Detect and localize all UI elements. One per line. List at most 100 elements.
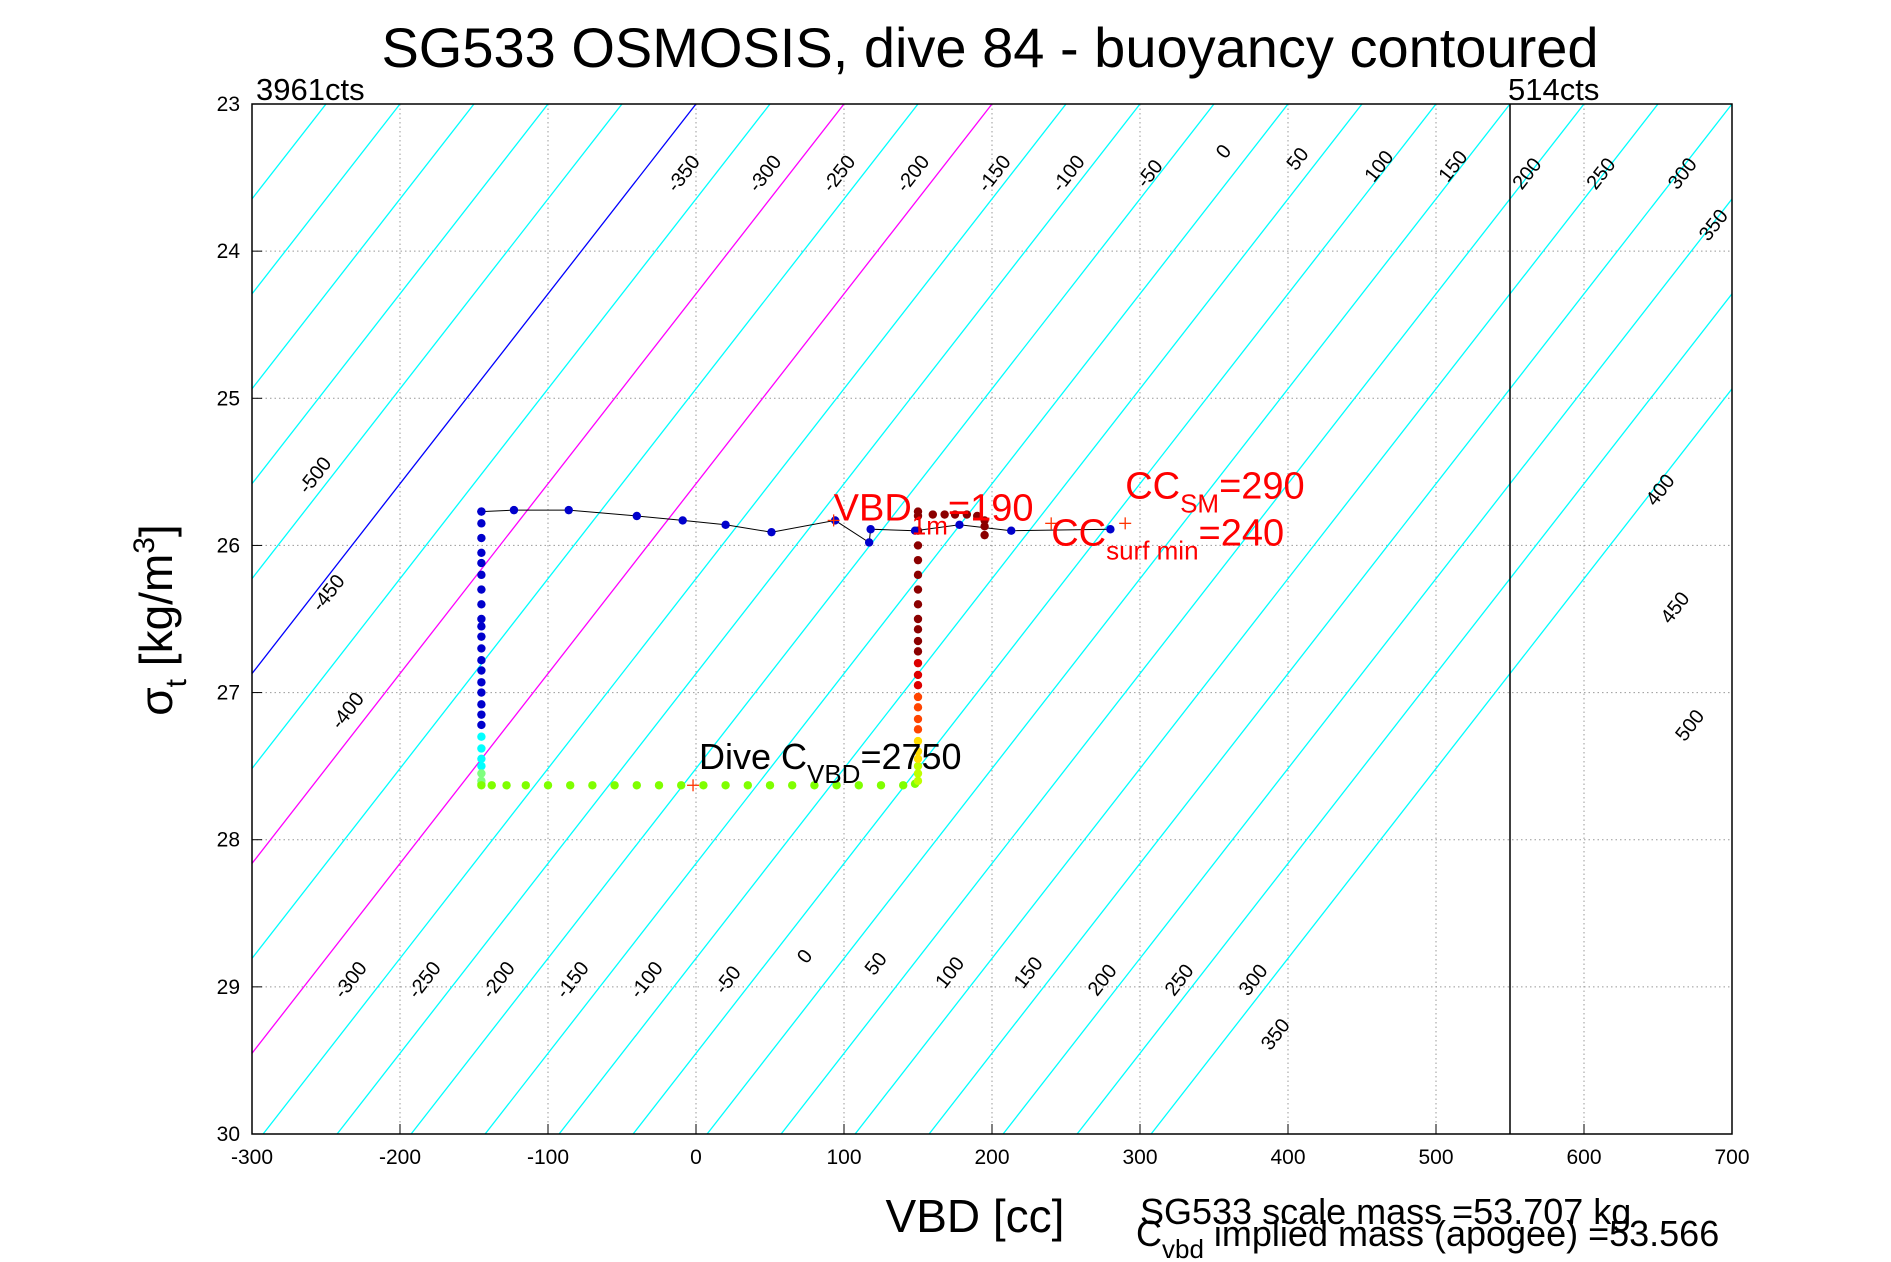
data-point <box>721 520 730 530</box>
data-point <box>788 781 797 790</box>
data-point <box>854 781 863 790</box>
data-point <box>477 720 486 730</box>
x-axis-label: VBD [cc] <box>886 1190 1065 1242</box>
contour-line <box>1002 197 1732 1134</box>
contour-label: -150 <box>552 958 594 1003</box>
data-point <box>699 781 708 790</box>
contour-line <box>0 104 104 1134</box>
data-point <box>521 781 530 790</box>
y-axis-label-sup: 3 <box>128 537 161 554</box>
data-point <box>864 538 874 547</box>
contour-label: -200 <box>892 151 934 196</box>
plus-marker <box>827 514 840 527</box>
data-point <box>913 541 923 550</box>
data-point <box>477 781 486 790</box>
contour-line <box>928 104 1732 1134</box>
contour-line <box>706 104 1511 1134</box>
contour-label: -100 <box>626 958 668 1003</box>
trajectory-line <box>481 509 1111 544</box>
data-point <box>913 570 923 580</box>
contour-line <box>0 104 30 1134</box>
contour-label: 450 <box>1657 588 1695 628</box>
data-point <box>913 761 923 771</box>
data-point <box>913 585 923 594</box>
data-point <box>913 555 923 565</box>
data-point <box>899 781 908 790</box>
data-point <box>487 781 496 790</box>
data-point <box>477 533 486 543</box>
footer-scale-mass: SG533 scale mass =53.707 kg <box>1140 1191 1631 1232</box>
contour-label: -200 <box>478 958 520 1003</box>
data-point <box>477 710 486 719</box>
data-point <box>477 666 486 675</box>
x-tick-label: 200 <box>974 1146 1009 1169</box>
contour-label: -250 <box>404 958 446 1003</box>
y-tick-label: 25 <box>217 387 240 410</box>
y-tick-label: 29 <box>217 976 240 999</box>
contour-line <box>252 104 623 580</box>
data-point <box>913 614 923 624</box>
data-point <box>913 714 923 724</box>
data-point <box>810 781 819 790</box>
contour-line <box>410 104 1215 1134</box>
contour-line <box>1076 292 1732 1134</box>
x-tick-label: -100 <box>527 1146 569 1169</box>
data-point <box>588 781 597 790</box>
x-tick-label: 400 <box>1270 1146 1305 1169</box>
contour-labels: -350 -300 -250 -200 -150 -100 -500 50 100 150 200 2… <box>294 141 1733 1055</box>
data-point <box>962 510 972 519</box>
y-tick-label: 30 <box>217 1123 240 1146</box>
data-point <box>913 600 923 609</box>
corner-label-right: 514cts <box>1508 72 1599 107</box>
contour-label: -250 <box>818 151 860 196</box>
data-point <box>477 761 486 771</box>
y-axis-label-close: ] <box>130 524 182 537</box>
annotation: CCsurf min=240 <box>1051 512 1284 565</box>
data-point <box>940 510 949 519</box>
annotation-sub: VBD <box>807 759 860 789</box>
contour-line <box>780 104 1585 1134</box>
plus-marker <box>687 779 700 792</box>
contour-label: 50 <box>861 949 892 980</box>
data-point <box>913 670 923 680</box>
y-axis-label: σt [kg/m3] <box>128 524 193 715</box>
annotation: CCSM=290 <box>1125 465 1304 518</box>
corner-label-left: 3961cts <box>256 72 365 107</box>
annotation-text: CC <box>1051 512 1106 554</box>
annotation-sub: 1m <box>912 510 948 540</box>
contour-line <box>1150 387 1732 1134</box>
trajectory <box>481 509 1111 544</box>
annotation-value: =2750 <box>860 736 961 777</box>
y-tick-label: 23 <box>217 93 240 116</box>
data-point <box>477 622 486 631</box>
x-tick-label: 300 <box>1122 1146 1157 1169</box>
contour-line <box>854 104 1659 1134</box>
contour-label: -100 <box>1048 151 1090 196</box>
annotation-sub: SM <box>1180 488 1219 518</box>
annotation: VBD1m=190 <box>834 487 1034 540</box>
contour-label: 150 <box>1010 953 1048 993</box>
y-tick-label: 24 <box>217 240 241 263</box>
data-point <box>1007 526 1016 535</box>
y-tick-label: 26 <box>217 534 240 557</box>
contour-label: -300 <box>330 958 372 1003</box>
annotation-text: VBD <box>834 487 912 529</box>
data-point <box>566 781 575 790</box>
data-point <box>973 511 982 521</box>
footer-implied-sub: vbd <box>1162 1234 1204 1262</box>
data-point <box>913 769 923 778</box>
contour-line <box>252 104 401 295</box>
data-point <box>477 744 486 753</box>
x-tick-label: 700 <box>1714 1146 1749 1169</box>
data-point <box>913 625 923 634</box>
contour-label: -350 <box>663 151 705 196</box>
data-point <box>913 647 923 656</box>
plus-marker <box>1045 517 1058 530</box>
data-point <box>955 520 964 530</box>
contour-label: -400 <box>327 688 369 733</box>
data-point <box>477 754 486 763</box>
contour-label: 500 <box>1671 706 1709 746</box>
footer-implied-rest: implied mass (apogee) =53.566 <box>1204 1213 1719 1254</box>
data-point <box>477 548 486 557</box>
